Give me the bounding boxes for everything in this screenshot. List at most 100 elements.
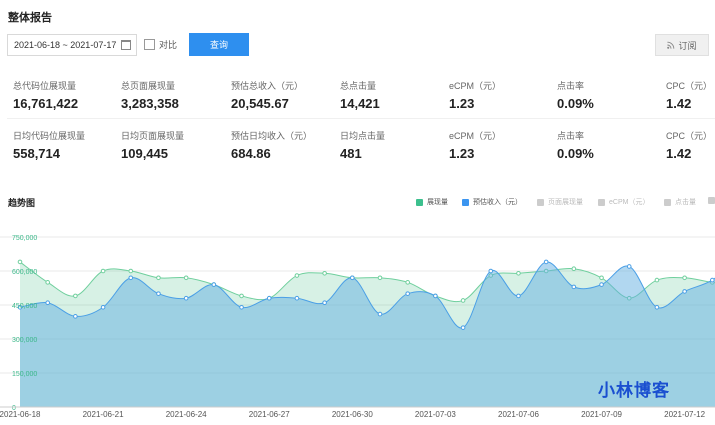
stat-label: 总页面展现量 bbox=[121, 81, 176, 91]
stat-daily-4: eCPM（元） 1.23 bbox=[449, 129, 501, 161]
stat-value: 16,761,422 bbox=[13, 96, 79, 111]
stat-label: 总点击量 bbox=[340, 81, 377, 91]
legend-label: 展现量 bbox=[427, 199, 448, 206]
stat-label: eCPM（元） bbox=[449, 81, 502, 91]
page-title: 整体报告 bbox=[8, 12, 52, 24]
data-point bbox=[460, 325, 466, 330]
query-button[interactable]: 查询 bbox=[189, 33, 249, 56]
data-point bbox=[571, 266, 577, 272]
data-point bbox=[433, 293, 438, 299]
legend-item-3[interactable]: eCPM（元） bbox=[598, 197, 649, 207]
legend-item-2[interactable]: 页面展现量 bbox=[537, 197, 583, 207]
stat-label: CPC（元） bbox=[666, 81, 713, 91]
y-tick-label: 300,000 bbox=[12, 337, 37, 344]
stats-divider bbox=[7, 118, 715, 119]
trend-chart: 0 150,000 300,000 450,000 600,000 750,000 2021… bbox=[0, 235, 715, 419]
stat-value: 481 bbox=[340, 146, 362, 161]
stat-value: 1.23 bbox=[449, 146, 475, 161]
stat-total-3: 总点击量 14,421 bbox=[340, 79, 380, 111]
stat-label: CPC（元） bbox=[666, 131, 713, 141]
legend-item-5[interactable] bbox=[708, 197, 715, 204]
data-point bbox=[488, 268, 494, 274]
data-point bbox=[45, 300, 50, 306]
data-point bbox=[599, 282, 604, 287]
data-point bbox=[183, 275, 189, 281]
date-range-value: 2021-06-18 ~ 2021-07-17 bbox=[14, 40, 117, 50]
stat-daily-0: 日均代码位展现量 558,714 bbox=[13, 129, 85, 161]
stat-value: 0.09% bbox=[557, 96, 594, 111]
x-tick-label: 2021-06-30 bbox=[332, 410, 373, 419]
series-area-1 bbox=[20, 261, 715, 407]
compare-label: 对比 bbox=[159, 40, 178, 50]
data-point bbox=[405, 280, 410, 285]
data-point bbox=[156, 275, 161, 281]
calendar-icon bbox=[121, 40, 131, 50]
data-point bbox=[100, 304, 106, 310]
stat-daily-6: CPC（元） 1.42 bbox=[666, 129, 712, 161]
data-point bbox=[17, 304, 23, 310]
stat-label: 总代码位展现量 bbox=[13, 81, 77, 91]
x-tick-label: 2021-06-18 bbox=[0, 410, 41, 419]
legend-swatch bbox=[598, 198, 605, 206]
data-point bbox=[682, 275, 687, 281]
legend-swatch bbox=[664, 198, 671, 206]
stat-total-4: eCPM（元） 1.23 bbox=[449, 79, 501, 111]
x-tick-label: 2021-06-21 bbox=[83, 410, 124, 419]
legend-label: 页面展现量 bbox=[548, 199, 583, 206]
data-point bbox=[239, 304, 244, 310]
data-point bbox=[100, 268, 106, 274]
stat-label: 日均代码位展现量 bbox=[13, 131, 86, 141]
stat-value: 1.42 bbox=[666, 146, 692, 161]
legend-item-0[interactable]: 展现量 bbox=[416, 197, 448, 207]
legend-swatch bbox=[537, 198, 544, 206]
legend-item-4[interactable]: 点击量 bbox=[664, 197, 696, 207]
stat-label: 点击率 bbox=[557, 131, 585, 141]
stat-value: 1.42 bbox=[666, 96, 692, 111]
data-point bbox=[460, 298, 466, 303]
compare-checkbox[interactable] bbox=[144, 39, 155, 50]
data-point bbox=[654, 277, 660, 283]
data-point bbox=[17, 259, 23, 265]
y-tick-label: 0 bbox=[12, 405, 16, 412]
data-point bbox=[682, 289, 687, 294]
legend-item-1[interactable]: 预估收入（元） bbox=[462, 197, 522, 207]
x-tick-label: 2021-07-09 bbox=[581, 410, 622, 419]
y-tick-label: 150,000 bbox=[12, 371, 37, 378]
stat-value: 3,283,358 bbox=[121, 96, 179, 111]
stat-value: 684.86 bbox=[231, 146, 271, 161]
data-point bbox=[45, 280, 50, 285]
data-point bbox=[626, 264, 632, 269]
stat-total-5: 点击率 0.09% bbox=[557, 79, 594, 111]
data-point bbox=[211, 282, 217, 287]
x-tick-label: 2021-07-03 bbox=[415, 410, 456, 419]
trend-title: 趋势图 bbox=[8, 198, 36, 208]
watermark-logo: 小林博客 bbox=[598, 381, 670, 401]
data-point bbox=[128, 268, 134, 274]
compare-toggle[interactable]: 对比 bbox=[144, 38, 177, 51]
data-point bbox=[710, 277, 715, 283]
data-point bbox=[183, 295, 189, 301]
stat-label: eCPM（元） bbox=[449, 131, 502, 141]
stat-label: 预估日均收入（元） bbox=[231, 131, 313, 141]
data-point bbox=[571, 284, 577, 290]
x-tick-label: 2021-06-24 bbox=[166, 410, 207, 419]
subscribe-button[interactable]: 订阅 bbox=[655, 34, 709, 56]
stat-label: 日均页面展现量 bbox=[121, 131, 185, 141]
legend-swatch bbox=[708, 197, 715, 204]
data-point bbox=[322, 300, 327, 306]
stat-daily-3: 日均点击量 481 bbox=[340, 129, 385, 161]
stat-daily-1: 日均页面展现量 109,445 bbox=[121, 129, 184, 161]
rss-icon bbox=[667, 41, 675, 49]
stat-label: 日均点击量 bbox=[340, 131, 386, 141]
data-point bbox=[73, 293, 78, 299]
x-tick-label: 2021-07-06 bbox=[498, 410, 539, 419]
y-tick-label: 450,000 bbox=[12, 303, 37, 310]
date-range-picker[interactable]: 2021-06-18 ~ 2021-07-17 bbox=[7, 34, 137, 56]
data-point bbox=[654, 304, 660, 310]
stat-value: 0.09% bbox=[557, 146, 594, 161]
legend-swatch bbox=[416, 198, 423, 206]
stat-total-6: CPC（元） 1.42 bbox=[666, 79, 712, 111]
stat-label: 点击率 bbox=[557, 81, 585, 91]
data-point bbox=[73, 314, 78, 319]
data-point bbox=[599, 275, 604, 281]
